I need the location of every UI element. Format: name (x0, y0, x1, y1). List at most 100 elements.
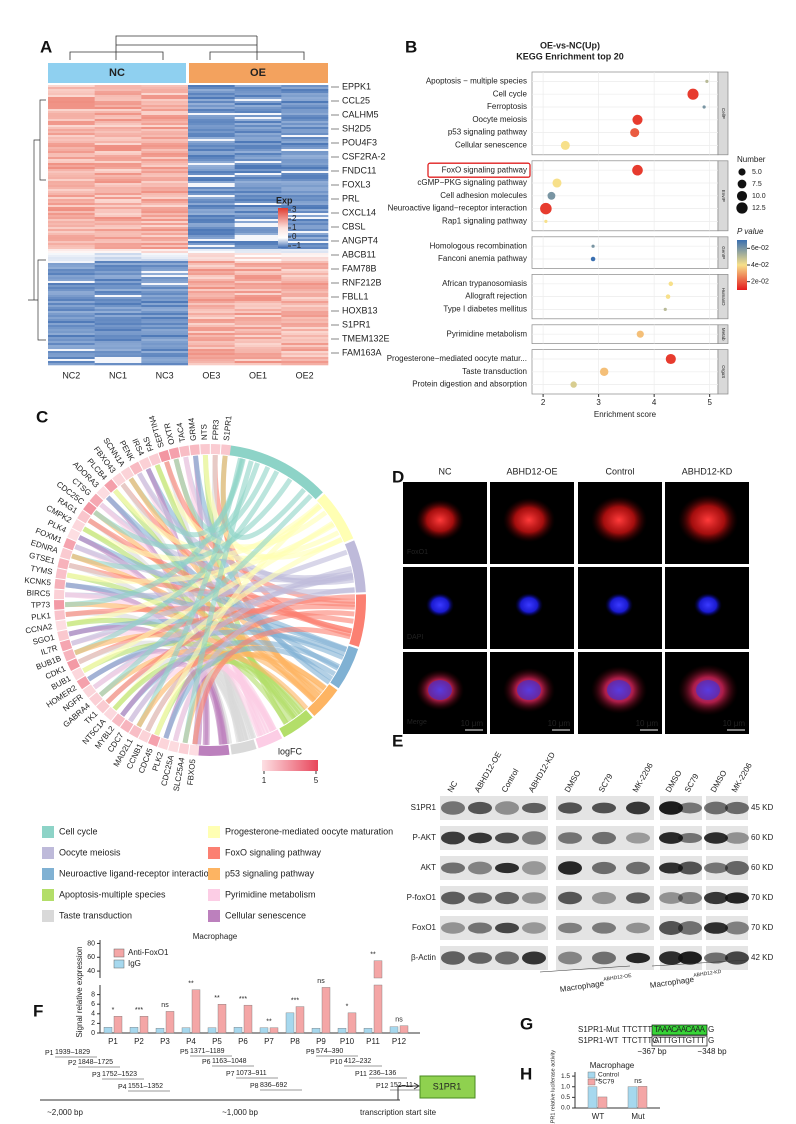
heatmap-cell (141, 99, 189, 102)
heatmap-cell (188, 177, 235, 180)
heatmap-cell (94, 221, 142, 224)
heatmap-cell (48, 169, 95, 172)
heatmap-cell (141, 109, 189, 112)
group-base: Macrophage (559, 979, 605, 994)
heatmap-cell (188, 239, 235, 242)
heatmap-cell (234, 359, 282, 362)
heatmap-cell (48, 287, 95, 290)
heatmap-cell (281, 209, 329, 212)
legend-gradient (737, 240, 747, 290)
heatmap-cell (141, 169, 189, 172)
legend-tick-label: −1 (292, 241, 302, 250)
heatmap-cell (94, 139, 142, 142)
heatmap-cell (141, 345, 189, 348)
legend-label: 5.0 (752, 169, 762, 176)
heatmap-cell (141, 241, 189, 244)
heatmap-cell (188, 155, 235, 158)
heatmap-cell (234, 343, 282, 346)
gene-label: FOXL3 (342, 179, 371, 189)
heatmap-cell (94, 149, 142, 152)
heatmap-cell (48, 251, 95, 254)
heatmap-cell (234, 139, 282, 142)
heatmap-cell (141, 231, 189, 234)
heatmap-cell (188, 307, 235, 310)
significance: ** (266, 1019, 272, 1026)
heatmap-cell (48, 175, 95, 178)
heatmap-cell (94, 205, 142, 208)
heatmap-cell (234, 175, 282, 178)
band (704, 832, 728, 844)
heatmap-cell (188, 363, 235, 366)
heatmap-cell (188, 353, 235, 356)
heatmap-cell (141, 143, 189, 146)
row-label: DAPI (407, 634, 423, 641)
gene-label: POU4F3 (342, 137, 377, 147)
heatmap-cell (48, 319, 95, 322)
heatmap-cell (48, 165, 95, 168)
heatmap-cell (94, 175, 142, 178)
band (468, 892, 492, 904)
significance: ** (595, 1079, 601, 1086)
heatmap-cell (141, 101, 189, 104)
heatmap-cell (188, 361, 235, 364)
heatmap-cell (188, 173, 235, 176)
heatmap-cell (141, 357, 189, 360)
sequence-site: ATTTGTTGTTT (654, 1036, 705, 1045)
heatmap-cell (141, 203, 189, 206)
heatmap-cell (48, 217, 95, 220)
tss-arrow (397, 1082, 420, 1100)
term-label: Rap1 signaling pathway (442, 217, 527, 226)
heatmap-cell (234, 327, 282, 330)
gene-label: FBLL1 (342, 291, 369, 301)
heatmap-cell (94, 327, 142, 330)
heatmap-cell (234, 333, 282, 336)
heatmap-cell (48, 197, 95, 200)
legend-swatch (42, 910, 54, 922)
bar (113, 1016, 123, 1034)
heatmap-cell (141, 137, 189, 140)
heatmap-cell (48, 289, 95, 292)
heatmap-cell (94, 127, 142, 130)
heatmap-cell (281, 85, 329, 88)
region-range: 1073–911 (236, 1070, 267, 1077)
significance: ** (188, 981, 194, 988)
heatmap-cell (141, 249, 189, 252)
heatmap-cell (48, 189, 95, 192)
heatmap-cell (281, 295, 329, 298)
heatmap-cell (281, 167, 329, 170)
heatmap-cell (281, 337, 329, 340)
gene-arc (63, 538, 77, 551)
significance: ns (161, 1002, 169, 1009)
heatmap-cell (234, 211, 282, 214)
bar (337, 1027, 347, 1034)
heatmap-cell (94, 203, 142, 206)
heatmap-cell (141, 339, 189, 342)
size-label: 60 KD (751, 833, 773, 842)
heatmap-cell (141, 315, 189, 318)
protein-label: P-foxO1 (407, 893, 437, 902)
cell (678, 494, 738, 546)
heatmap-cell (188, 137, 235, 140)
heatmap-cell (141, 277, 189, 280)
heatmap-cell (48, 157, 95, 160)
heatmap-cell (188, 293, 235, 296)
heatmap-cell (281, 361, 329, 364)
heatmap-cell (48, 357, 95, 360)
heatmap-cell (188, 317, 235, 320)
heatmap-cell (188, 271, 235, 274)
heatmap-cell (141, 263, 189, 266)
heatmap-cell (281, 345, 329, 348)
heatmap-cell (281, 315, 329, 318)
heatmap-cell (188, 153, 235, 156)
band (468, 832, 492, 844)
heatmap-cell (48, 181, 95, 184)
heatmap-cell (281, 303, 329, 306)
heatmap-cell (141, 111, 189, 114)
heatmap-cell (94, 161, 142, 164)
heatmap-cell (94, 239, 142, 242)
heatmap-cell (48, 347, 95, 350)
heatmap-cell (141, 105, 189, 108)
heatmap-cell (234, 113, 282, 116)
band (592, 861, 616, 875)
heatmap-cell (234, 219, 282, 222)
